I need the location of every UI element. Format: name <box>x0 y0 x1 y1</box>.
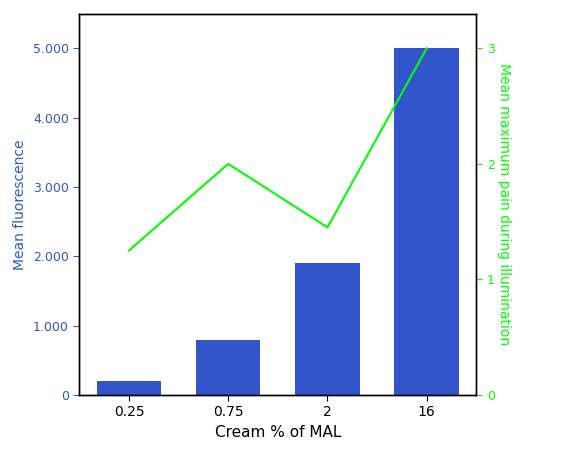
Bar <box>196 340 260 395</box>
Bar <box>295 263 359 395</box>
Bar <box>395 48 459 395</box>
Y-axis label: Mean fluorescence: Mean fluorescence <box>14 139 27 270</box>
Y-axis label: Mean maximum pain during illumination: Mean maximum pain during illumination <box>497 63 511 345</box>
Bar <box>97 381 161 395</box>
X-axis label: Cream % of MAL: Cream % of MAL <box>215 425 341 440</box>
